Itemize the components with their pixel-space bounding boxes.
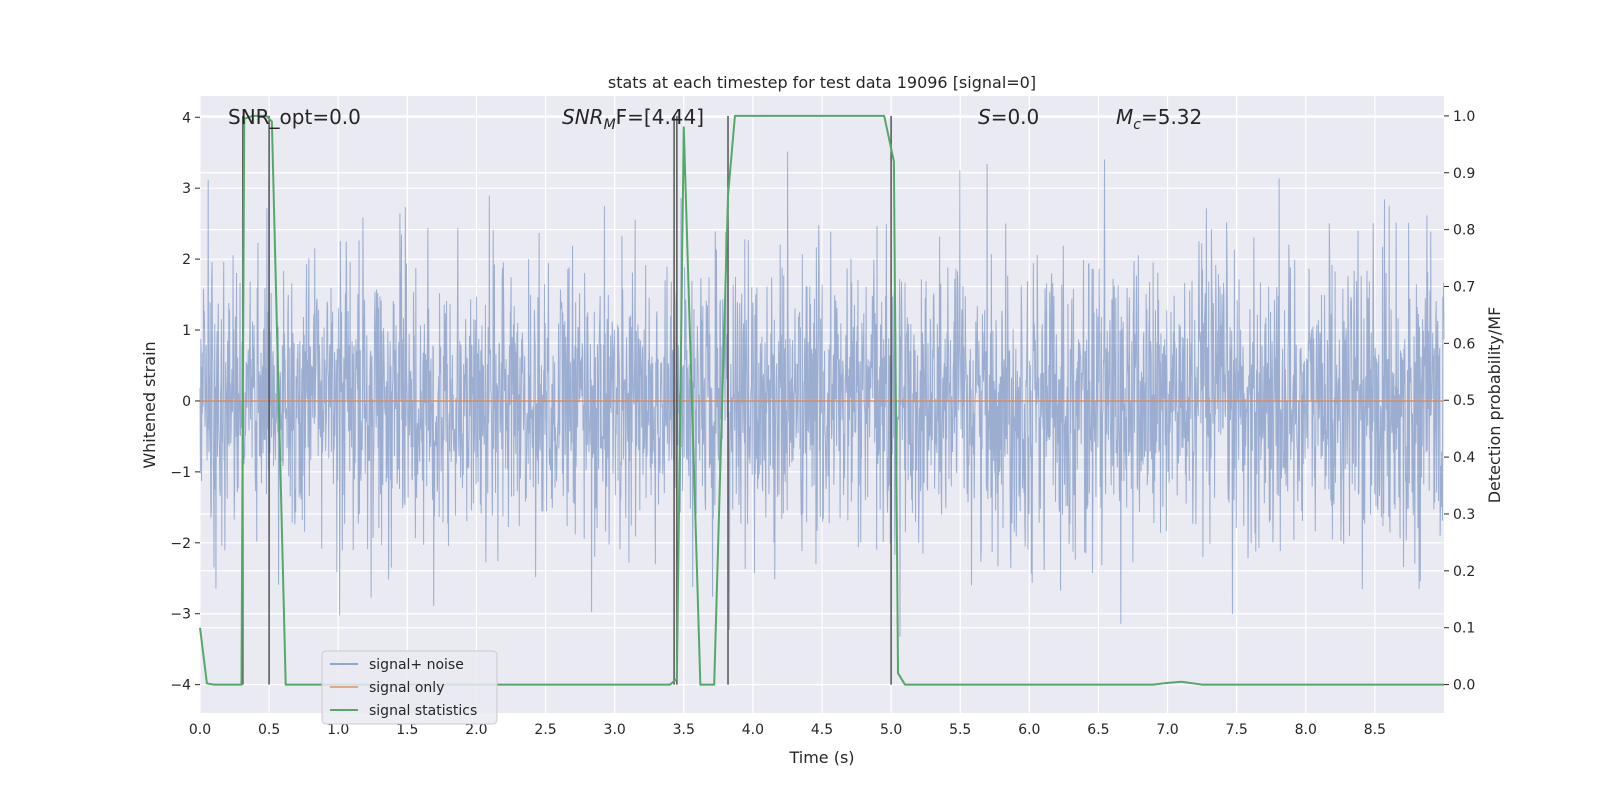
annotation-mc-sub: c bbox=[1133, 117, 1141, 133]
y-tick-label: 4 bbox=[182, 110, 191, 126]
y2-tick-label: 0.1 bbox=[1453, 621, 1475, 637]
y2-tick-label: 0.5 bbox=[1453, 393, 1475, 409]
annotation-snr-mf-rest: F=[4.44] bbox=[616, 105, 704, 129]
x-tick-label: 8.5 bbox=[1364, 722, 1386, 738]
y2-tick-label: 0.6 bbox=[1453, 336, 1475, 352]
signal-noise-line bbox=[199, 151, 1445, 637]
x-tick-label: 4.5 bbox=[811, 722, 833, 738]
x-tick-label: 8.0 bbox=[1295, 722, 1317, 738]
y2-tick-label: 0.3 bbox=[1453, 507, 1475, 523]
x-tick-label: 1.0 bbox=[327, 722, 349, 738]
y2-tick-label: 1.0 bbox=[1453, 109, 1475, 125]
x-tick-label: 7.0 bbox=[1156, 722, 1178, 738]
y-tick-label: −2 bbox=[170, 536, 191, 552]
x-tick-label: 6.0 bbox=[1018, 722, 1040, 738]
y-tick-label: −4 bbox=[170, 678, 191, 694]
annotation-mc: Mc=5.32 bbox=[1116, 105, 1202, 133]
x-tick-label: 6.5 bbox=[1087, 722, 1109, 738]
legend-box bbox=[321, 650, 498, 725]
annotation-mc-base: M bbox=[1116, 105, 1133, 129]
y2-tick-label: 0.0 bbox=[1453, 678, 1475, 694]
x-tick-label: 5.0 bbox=[880, 722, 902, 738]
y-axis-label: Whitened strain bbox=[140, 341, 159, 468]
y2-axis-label: Detection probability/MF bbox=[1485, 307, 1504, 504]
y-tick-label: 1 bbox=[182, 323, 191, 339]
y2-tick-label: 0.9 bbox=[1453, 166, 1475, 182]
x-tick-label: 1.5 bbox=[396, 722, 418, 738]
y-tick-label: −1 bbox=[170, 465, 191, 481]
x-tick-label: 2.0 bbox=[465, 722, 487, 738]
legend: signal+ noise signal only signal statist… bbox=[321, 650, 498, 725]
signal-statistics-line bbox=[199, 114, 1444, 686]
y2-tick-label: 0.7 bbox=[1453, 280, 1475, 296]
x-tick-label: 3.5 bbox=[673, 722, 695, 738]
x-tick-labels: 0.0 0.5 1.0 1.5 2.0 2.5 3.0 3.5 4.0 4.5 5.0 5.5 6.0 6… bbox=[189, 722, 1386, 738]
y2-tick-label: 0.4 bbox=[1453, 450, 1475, 466]
x-tick-label: 5.5 bbox=[949, 722, 971, 738]
x-tick-label: 2.5 bbox=[534, 722, 556, 738]
y2-tick-labels: 0.0 0.1 0.2 0.3 0.4 0.5 0.6 0.7 0.8 0.9 1.0 bbox=[1453, 109, 1475, 694]
x-tick-label: 0.0 bbox=[189, 722, 211, 738]
y-tick-label: 2 bbox=[182, 252, 191, 268]
y2-tick-label: 0.2 bbox=[1453, 564, 1475, 580]
signal-noise-series bbox=[199, 151, 1445, 637]
annotation-s: S=0.0 bbox=[978, 105, 1039, 129]
y2-tick-label: 0.8 bbox=[1453, 223, 1475, 239]
y-tick-label: 3 bbox=[182, 181, 191, 197]
annotation-s-rest: =0.0 bbox=[991, 105, 1040, 129]
legend-label-signal-noise: signal+ noise bbox=[369, 657, 464, 673]
annotation-mc-rest: =5.32 bbox=[1141, 105, 1202, 129]
annotation-snr-mf-sub: M bbox=[604, 117, 616, 133]
y-tick-label: 0 bbox=[182, 394, 191, 410]
chart-title: stats at each timestep for test data 190… bbox=[608, 73, 1036, 92]
annotation-snr-mf: SNRMF=[4.44] bbox=[562, 105, 704, 133]
legend-label-signal-statistics: signal statistics bbox=[369, 703, 477, 719]
x-axis-label: Time (s) bbox=[788, 748, 854, 767]
x-tick-label: 0.5 bbox=[258, 722, 280, 738]
annotation-snr-opt: SNR_opt=0.0 bbox=[228, 105, 361, 129]
x-tick-label: 4.0 bbox=[742, 722, 764, 738]
annotation-snr-mf-base: SNR bbox=[562, 105, 604, 129]
legend-label-signal-only: signal only bbox=[369, 680, 444, 696]
x-tick-label: 3.0 bbox=[604, 722, 626, 738]
x-tick-label: 7.5 bbox=[1226, 722, 1248, 738]
signal-statistics-series bbox=[199, 114, 1444, 686]
y-tick-labels: −4 −3 −2 −1 0 1 2 3 4 bbox=[170, 110, 191, 693]
y-tick-label: −3 bbox=[170, 607, 191, 623]
annotation-s-base: S bbox=[978, 105, 991, 129]
